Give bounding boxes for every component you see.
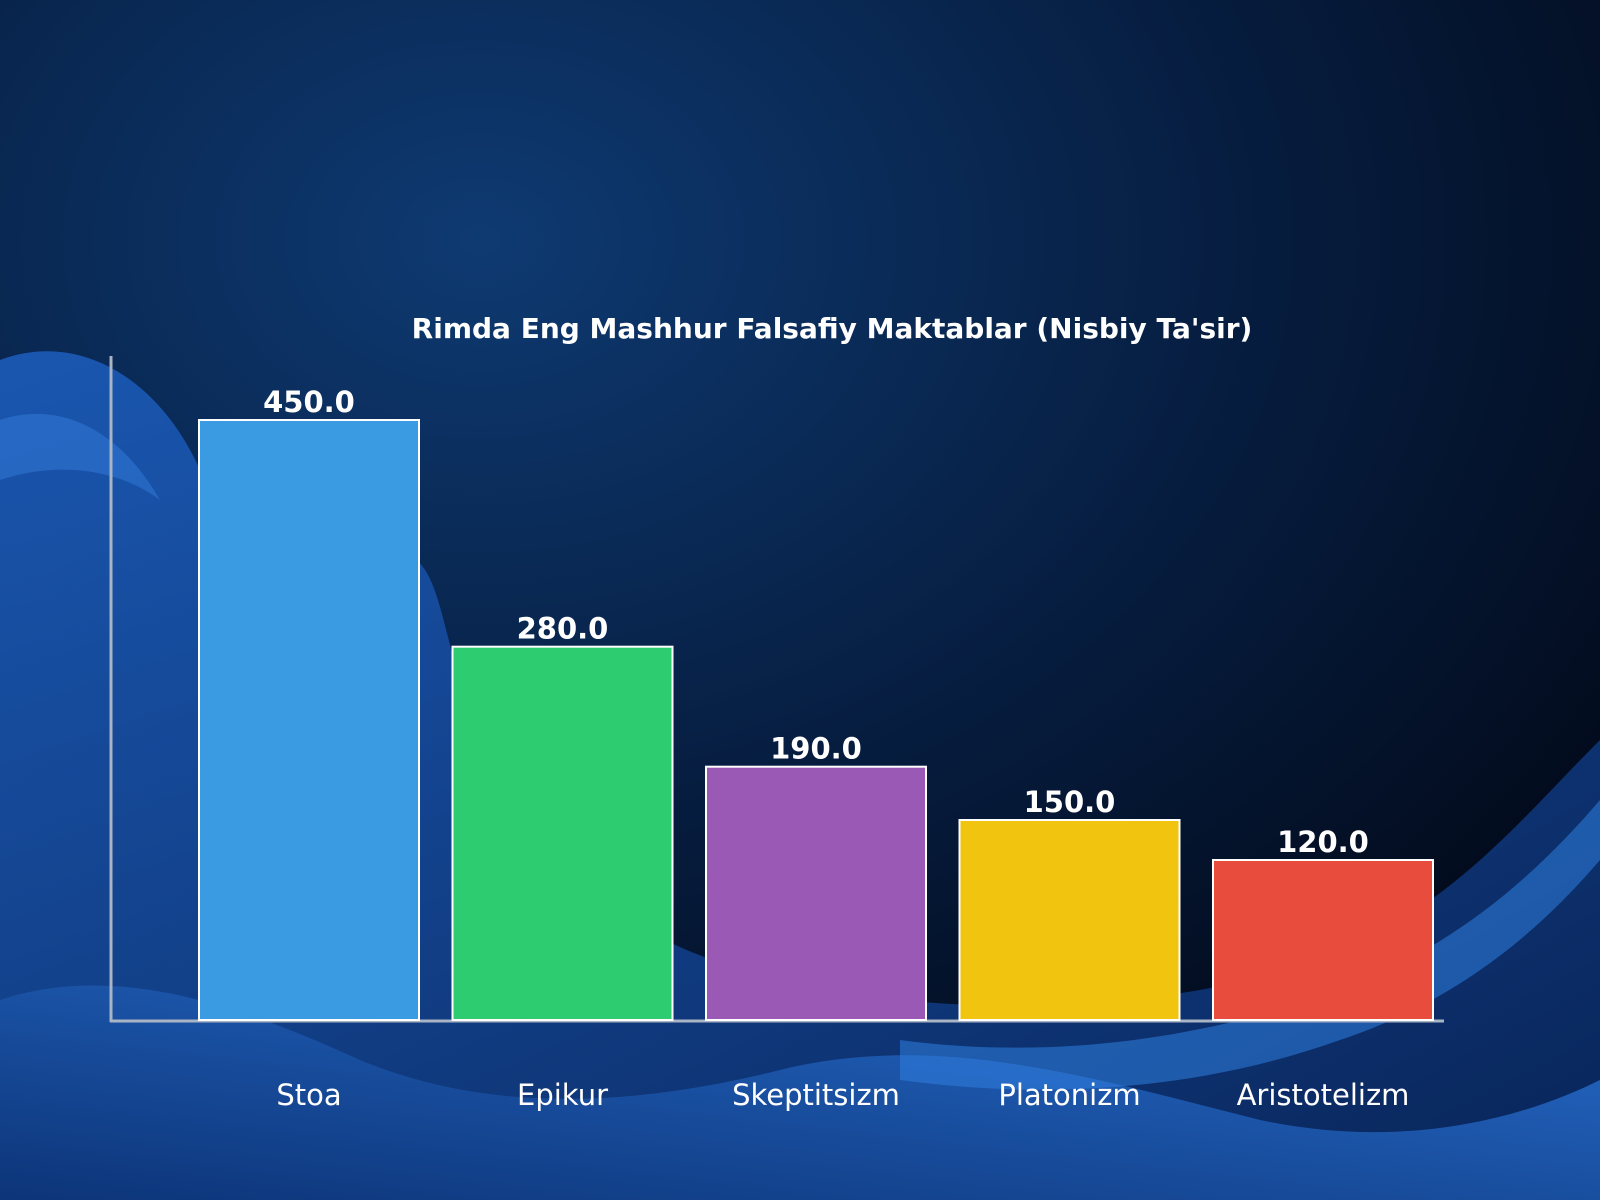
bar-stoa	[198, 419, 420, 1021]
chart-title: Rimda Eng Mashhur Falsafiy Maktablar (Ni…	[412, 312, 1253, 345]
bar-aristotelizm	[1212, 859, 1434, 1021]
x-tick-label-aristotelizm: Aristotelizm	[1237, 1078, 1410, 1112]
x-tick-label-skeptitsizm: Skeptitsizm	[732, 1078, 900, 1112]
value-label-epikur: 280.0	[517, 612, 609, 646]
bar-skeptitsizm	[705, 765, 927, 1022]
value-label-stoa: 450.0	[263, 385, 355, 419]
x-tick-label-stoa: Stoa	[276, 1078, 341, 1112]
x-tick-label-epikur: Epikur	[517, 1078, 608, 1112]
bar-platonizm	[958, 819, 1181, 1021]
x-tick-label-platonizm: Platonizm	[998, 1078, 1140, 1112]
value-label-platonizm: 150.0	[1024, 785, 1116, 819]
x-tick-labels-group: Stoa Epikur Skeptitsizm Platonizm Aristoteli…	[276, 1078, 1409, 1112]
value-label-skeptitsizm: 190.0	[770, 732, 862, 766]
value-label-aristotelizm: 120.0	[1277, 825, 1369, 859]
value-labels-group: 450.0 280.0 190.0 150.0 120.0	[263, 385, 1369, 859]
bars-group	[198, 419, 1434, 1022]
bar-epikur	[451, 645, 674, 1021]
